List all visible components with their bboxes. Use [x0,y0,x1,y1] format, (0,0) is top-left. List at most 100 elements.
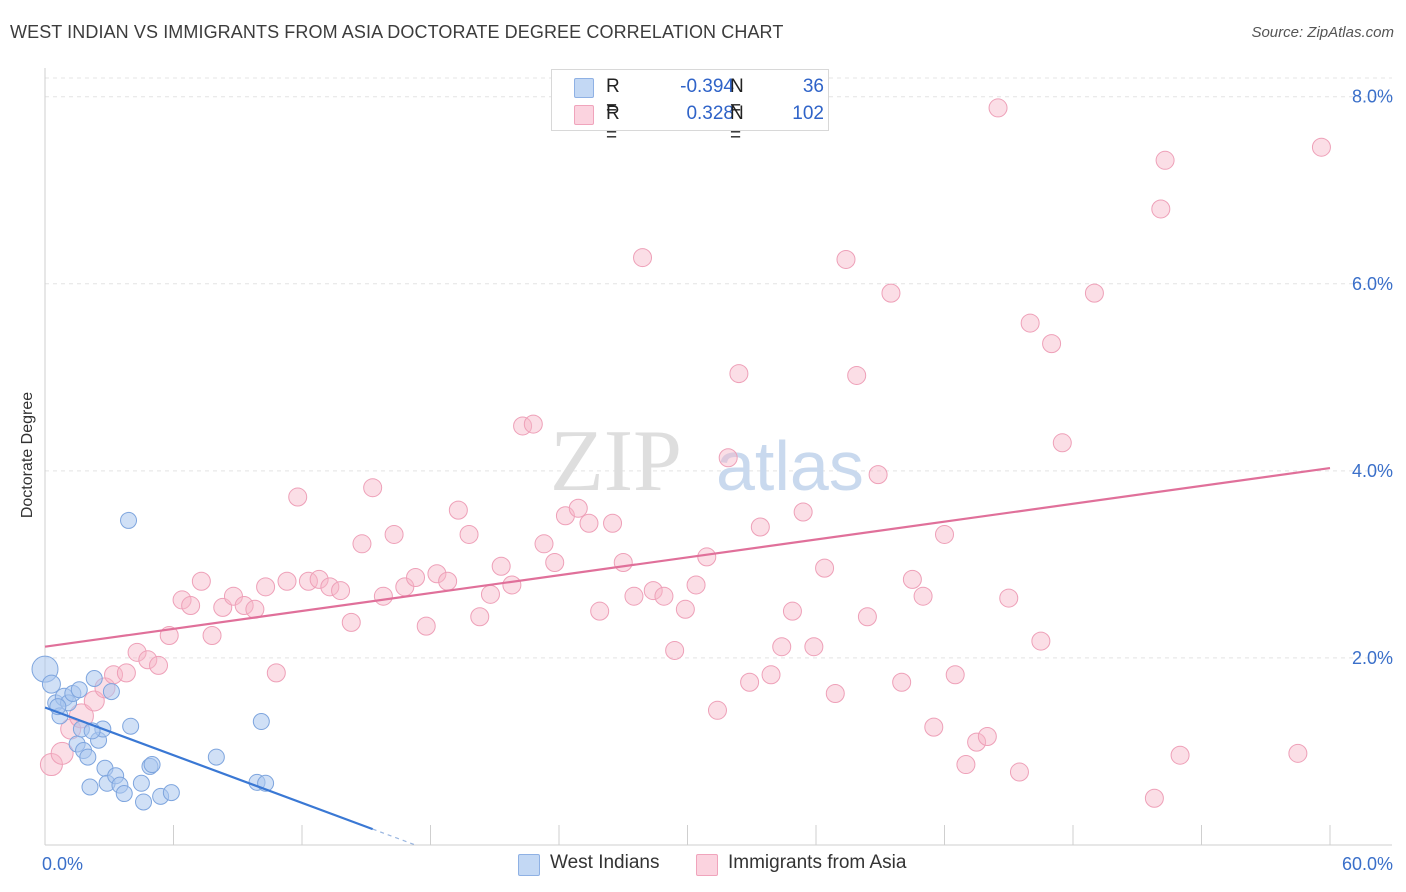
trend-lines [44,466,1331,846]
asia-point [772,637,792,657]
legend-swatch-asia [574,105,594,125]
asia-point [988,98,1008,118]
asia-point [1042,334,1062,354]
west-indians-point [79,748,97,766]
asia-point [331,581,351,601]
series-legend: West Indians Immigrants from Asia [0,852,1406,878]
legend-n-label: N = [730,76,744,119]
legend-n-value: 102 [792,103,824,124]
asia-point [624,586,644,606]
asia-point [729,364,749,384]
asia-point [448,500,468,520]
asia-point [945,665,965,685]
asia-point [438,571,458,591]
asia-point [857,607,877,627]
asia-point [847,365,867,385]
asia-point [470,607,490,627]
asia-point [480,584,500,604]
asia-point [352,534,372,554]
asia-point [363,478,383,498]
asia-point [181,596,201,616]
asia-point [1144,788,1164,808]
asia-point [868,465,888,485]
asia-point [491,556,511,576]
asia-point [718,448,738,468]
legend-r-label: R = [606,103,620,146]
x-tick-label-min: 0.0% [42,854,83,874]
legend-label-west-indians: West Indians [550,852,660,873]
asia-point [892,672,912,692]
asia-point [913,586,933,606]
west-indians-point [162,784,180,802]
gridlines [45,77,1392,659]
asia-point [697,547,717,567]
chart-title: WEST INDIAN VS IMMIGRANTS FROM ASIA DOCT… [10,22,784,42]
y-tick-label: 8.0% [1352,87,1393,107]
watermark-atlas: atlas [716,427,864,505]
asia-point [266,663,286,683]
west-indians-point [135,793,153,811]
west-indians-point [132,774,150,792]
west-indians-point [120,511,138,529]
west-indians-trend-line [44,706,374,831]
asia-point [534,534,554,554]
y-tick-label: 2.0% [1352,648,1393,668]
west-indians-point [85,670,103,688]
legend-r-label: R = [606,76,620,119]
west-indians-point [41,674,61,694]
legend-n-label: N = [730,103,744,146]
chart-source: Source: ZipAtlas.com [1251,24,1394,41]
asia-point [967,732,987,752]
zipatlas-watermark: ZIP atlas [550,413,864,510]
asia-point [815,558,835,578]
asia-point [633,248,653,268]
asia-point [603,513,623,533]
asia-point [523,414,543,434]
asia-point [288,487,308,507]
asia-point [568,498,588,518]
asia-point [579,513,599,533]
asia-point [1031,631,1051,651]
asia-point [740,672,760,692]
asia-point [127,642,147,662]
legend-swatch-west-indians [518,854,540,876]
asia-point [804,637,824,657]
asia-point [613,553,633,573]
asia-point [416,616,436,636]
legend-swatch-asia [696,854,718,876]
legend-r-value: -0.394 [680,76,734,97]
asia-point [707,700,727,720]
west-indians-point [122,717,140,735]
asia-point [1084,283,1104,303]
asia-point [999,588,1019,608]
asia-point [665,640,685,660]
west-indians-point [81,778,99,796]
asia-point [277,571,297,591]
asia-point [223,586,243,606]
west-indians-point [115,785,133,803]
asia-point [836,249,856,269]
asia-point [234,596,254,616]
asia-point [149,655,169,675]
asia-point [654,586,674,606]
west-indians-trend-extension [372,828,416,846]
x-tick-label-max: 60.0% [1342,854,1393,874]
west-indians-point [207,748,225,766]
asia-point [590,601,610,621]
asia-point [256,577,276,597]
series-west-indians-points [31,511,275,811]
watermark-zip: ZIP [550,413,682,510]
asia-point [459,524,479,544]
asia-point [782,601,802,621]
asia-point [825,683,845,703]
asia-point [545,553,565,573]
west-indians-point [143,756,161,774]
asia-point [977,726,997,746]
axes [44,68,1392,846]
legend-swatch-west-indians [574,78,594,98]
asia-point [341,612,361,632]
asia-point [384,524,404,544]
asia-point [761,665,781,685]
asia-point [686,575,706,595]
asia-point [1155,150,1175,170]
